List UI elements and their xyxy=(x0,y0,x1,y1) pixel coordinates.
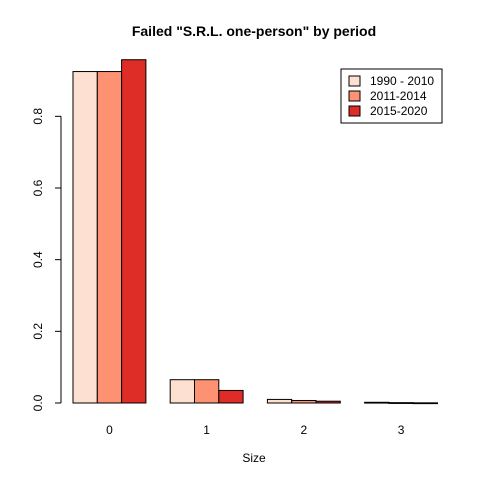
y-tick-label: 0.8 xyxy=(31,108,45,125)
legend-item: 2011-2014 xyxy=(348,89,427,103)
bar xyxy=(266,398,293,404)
chart-title: Failed "S.R.L. one-person" by period xyxy=(132,23,376,39)
bar xyxy=(72,71,98,404)
x-tick-labels: 0 1 2 3 xyxy=(106,423,405,437)
bar-group xyxy=(266,398,341,404)
bar-group xyxy=(72,59,147,404)
x-tick-label: 2 xyxy=(301,423,308,437)
bar xyxy=(291,399,317,404)
y-tick-label: 0.4 xyxy=(31,251,45,268)
bar xyxy=(364,401,390,404)
legend-swatch xyxy=(348,90,361,102)
legend-label: 1990 - 2010 xyxy=(370,74,434,88)
bar xyxy=(96,71,123,404)
bar-group xyxy=(364,401,439,405)
bar-group xyxy=(169,379,244,404)
bar xyxy=(315,400,341,404)
legend-item: 1990 - 2010 xyxy=(348,74,434,88)
bar xyxy=(388,402,414,404)
bar xyxy=(218,389,244,404)
bar xyxy=(194,379,220,404)
legend-swatch xyxy=(348,105,361,117)
legend-item: 2015-2020 xyxy=(348,104,428,118)
y-tick-label: 0.2 xyxy=(31,323,45,340)
bar-groups xyxy=(72,59,439,405)
legend-swatch xyxy=(348,75,361,87)
y-tick-label: 0.6 xyxy=(31,179,45,196)
bar xyxy=(121,59,147,404)
bar xyxy=(169,379,195,404)
x-axis-label: Size xyxy=(242,451,266,465)
legend-label: 2011-2014 xyxy=(370,89,427,103)
x-tick-label: 0 xyxy=(106,423,113,437)
y-axis: 0.0 0.2 0.4 0.6 0.8 xyxy=(31,108,62,411)
y-tick-label: 0.0 xyxy=(31,394,45,411)
x-tick-label: 1 xyxy=(203,423,210,437)
legend-label: 2015-2020 xyxy=(370,104,428,118)
bar xyxy=(412,402,439,405)
x-tick-label: 3 xyxy=(398,423,405,437)
